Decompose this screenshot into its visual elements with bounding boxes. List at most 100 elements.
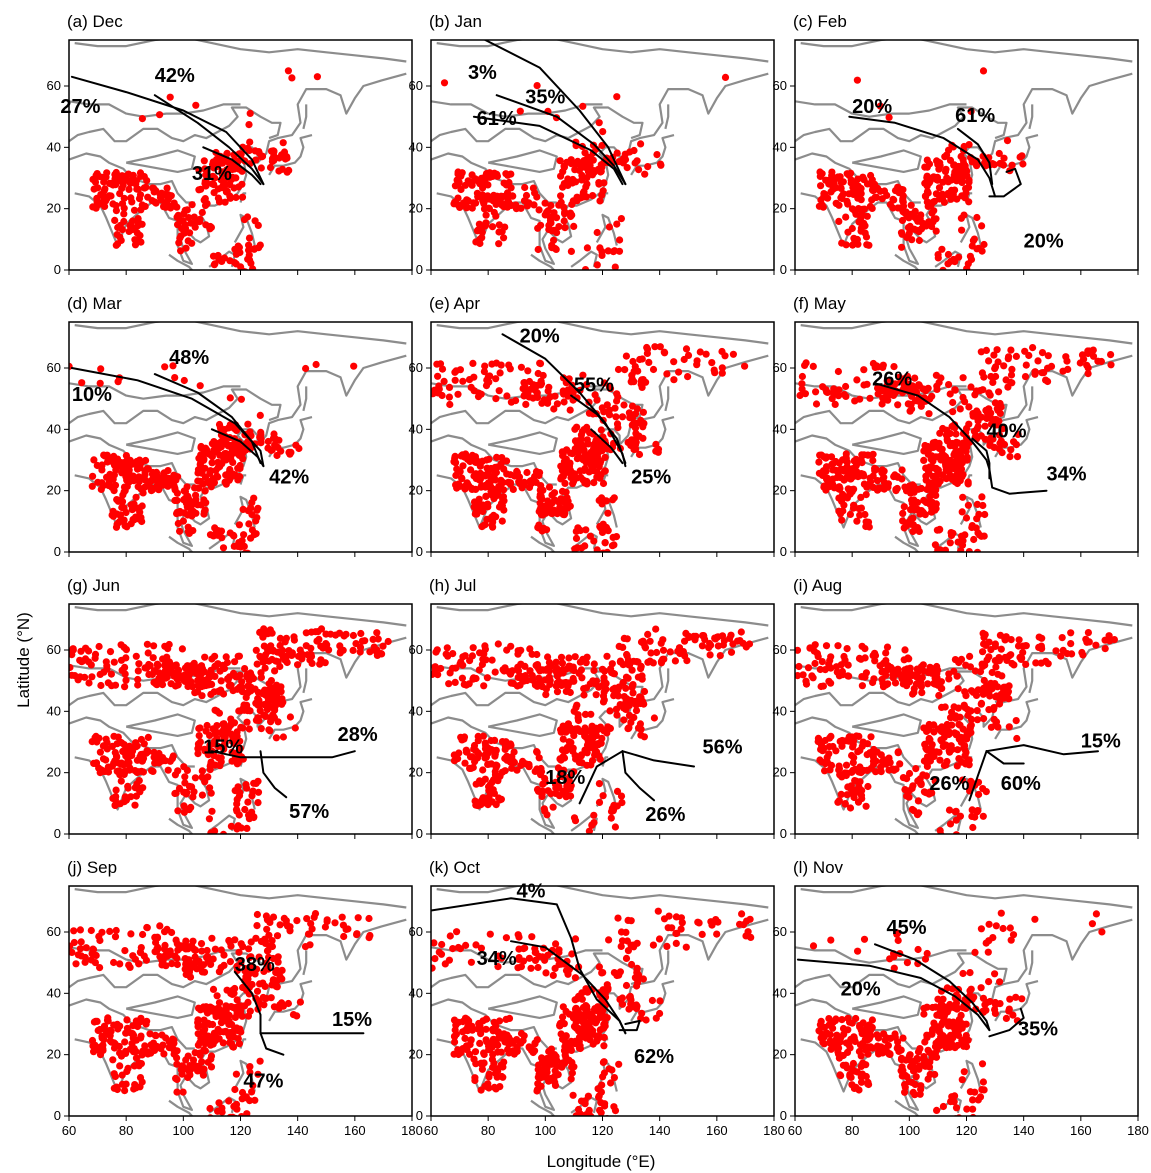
fire-point xyxy=(968,806,976,814)
fire-point xyxy=(489,523,497,531)
fire-point xyxy=(839,190,848,198)
fire-point xyxy=(1057,652,1065,660)
fire-point xyxy=(461,181,469,189)
fire-point xyxy=(895,670,904,679)
fire-point xyxy=(1107,351,1115,359)
fire-point xyxy=(937,456,945,464)
fire-point xyxy=(124,170,133,178)
fire-point xyxy=(843,494,852,502)
fire-point xyxy=(236,449,244,457)
fire-point xyxy=(92,760,100,768)
fire-point xyxy=(120,488,128,496)
fire-point xyxy=(585,468,593,476)
fire-point xyxy=(984,409,992,418)
fire-point xyxy=(535,754,543,762)
fire-point xyxy=(336,649,344,657)
fire-point xyxy=(507,184,515,192)
fire-point xyxy=(268,157,276,166)
fire-point xyxy=(194,682,202,690)
fire-point xyxy=(455,749,463,757)
fire-point xyxy=(149,654,157,662)
fire-point xyxy=(154,473,162,481)
fire-point xyxy=(671,657,680,665)
trajectory-line xyxy=(70,75,265,186)
y-tick-label: 0 xyxy=(54,826,61,841)
fire-point xyxy=(182,244,190,252)
fire-point xyxy=(583,180,591,188)
fire-point xyxy=(596,474,604,482)
panel-title: (g) Jun xyxy=(67,576,120,595)
fire-point xyxy=(77,647,85,655)
fire-point xyxy=(69,646,77,654)
fire-point xyxy=(949,474,957,482)
fire-point xyxy=(571,817,580,825)
fire-point xyxy=(181,773,189,781)
fire-point xyxy=(615,642,623,651)
fire-point xyxy=(612,533,621,541)
fire-point xyxy=(900,503,908,511)
fire-point xyxy=(867,478,875,486)
fire-point xyxy=(286,713,294,721)
y-tick-label: 40 xyxy=(409,139,423,154)
coastline xyxy=(959,213,982,246)
fire-point xyxy=(927,747,935,756)
fire-point xyxy=(922,772,931,780)
fire-point xyxy=(489,197,497,205)
fire-point xyxy=(839,178,847,186)
fire-point xyxy=(109,1056,117,1064)
fire-point xyxy=(532,478,540,486)
fire-point xyxy=(936,827,944,834)
fire-point xyxy=(947,529,955,537)
fire-point xyxy=(636,355,644,364)
fire-point xyxy=(108,179,116,187)
fire-point xyxy=(479,794,487,802)
fire-point xyxy=(893,473,902,481)
fire-point xyxy=(808,672,816,680)
fire-point xyxy=(548,213,556,221)
fire-point xyxy=(557,198,565,206)
fire-point xyxy=(260,688,268,696)
fire-point xyxy=(203,721,211,730)
fire-point xyxy=(830,484,838,492)
fire-point xyxy=(240,704,248,712)
fire-point xyxy=(435,382,443,390)
fire-point xyxy=(481,176,489,184)
fire-point xyxy=(498,227,506,236)
fire-point xyxy=(600,688,608,696)
fire-point xyxy=(825,660,833,668)
fire-point xyxy=(933,382,941,390)
fire-point xyxy=(861,654,869,662)
fire-point xyxy=(981,510,989,519)
fire-point xyxy=(935,165,943,173)
fire-point xyxy=(817,196,825,204)
fire-point xyxy=(604,509,612,517)
fire-point xyxy=(981,422,989,430)
fire-point xyxy=(90,456,98,464)
fire-point xyxy=(1000,694,1008,702)
fire-point xyxy=(136,508,144,516)
fire-point xyxy=(1010,438,1018,446)
fire-point xyxy=(795,646,802,654)
fire-point xyxy=(529,184,538,192)
panel-title: (b) Jan xyxy=(429,12,482,31)
fire-point xyxy=(271,702,279,710)
fire-point xyxy=(964,501,973,509)
fire-point xyxy=(838,516,846,524)
fire-point xyxy=(928,452,936,460)
fire-point xyxy=(644,658,652,666)
fire-point xyxy=(100,187,108,195)
fire-point xyxy=(565,777,574,785)
fire-point xyxy=(858,682,867,690)
fire-point xyxy=(482,219,490,227)
fire-point xyxy=(482,456,491,464)
fire-point xyxy=(890,766,898,774)
fire-point xyxy=(990,704,998,712)
fire-point xyxy=(254,799,262,807)
fire-point xyxy=(583,748,591,756)
fire-point xyxy=(122,654,130,662)
fire-point xyxy=(249,1081,257,1090)
fire-point xyxy=(223,658,231,667)
fire-point xyxy=(622,684,630,692)
fire-point xyxy=(280,148,289,156)
